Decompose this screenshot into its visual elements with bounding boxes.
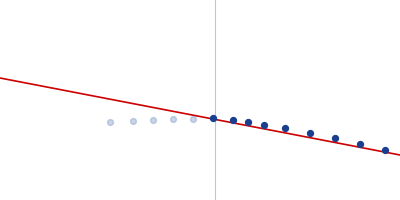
Point [210, 116, 216, 120]
Point [357, 142, 363, 146]
Point [307, 131, 313, 135]
Point [130, 119, 136, 123]
Point [382, 148, 388, 152]
Point [282, 126, 288, 130]
Point [190, 117, 196, 121]
Point [332, 136, 338, 140]
Point [150, 118, 156, 122]
Point [170, 117, 176, 121]
Point [245, 120, 251, 124]
Point [107, 120, 113, 124]
Point [230, 118, 236, 122]
Point [261, 123, 267, 127]
